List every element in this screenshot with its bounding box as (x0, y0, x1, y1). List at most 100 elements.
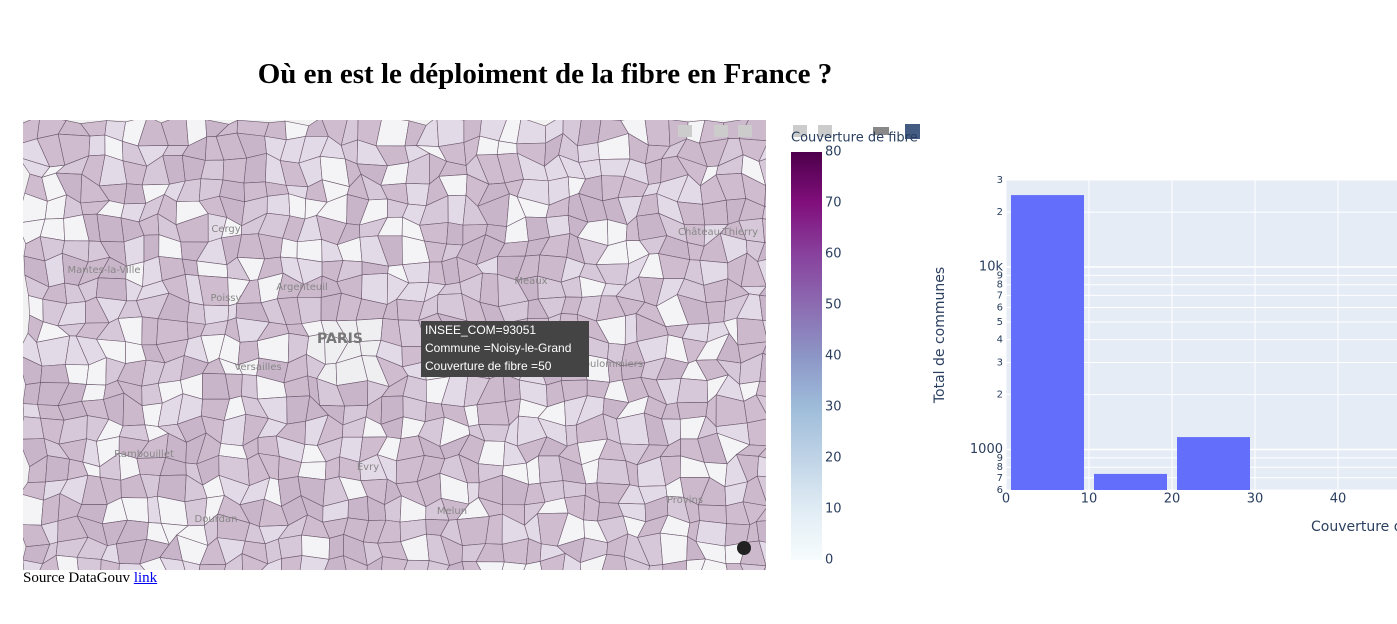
y-tick-label: 8 (997, 280, 1003, 291)
commune-shape (442, 594, 467, 624)
modebar-button[interactable] (905, 124, 920, 139)
commune-shape (501, 561, 527, 570)
commune-shape (296, 596, 322, 624)
y-tick-label: 6 (997, 485, 1003, 496)
y-tick-label: 1000 (970, 442, 1003, 457)
x-axis-title: Couverture de fibre (1311, 519, 1397, 535)
commune-shape (178, 595, 204, 624)
commune-shape (301, 534, 330, 560)
y-tick-label: 6 (997, 303, 1003, 314)
colorbar-tick-label: 0 (825, 553, 833, 568)
modebar-button[interactable] (714, 125, 728, 137)
commune-shape (740, 252, 766, 287)
commune-shape (476, 401, 510, 426)
commune-shape (266, 193, 291, 217)
commune-shape (27, 594, 46, 622)
commune-shape (758, 145, 766, 162)
commune-shape (762, 218, 766, 244)
commune-shape (658, 594, 688, 624)
tooltip-box (421, 321, 589, 377)
commune-shape (364, 595, 387, 624)
commune-shape (446, 222, 464, 246)
commune-shape (739, 563, 766, 570)
commune-shape (45, 455, 70, 483)
bar (1011, 195, 1084, 491)
commune-shape (340, 599, 369, 624)
colorbar-tick-label: 40 (825, 349, 842, 364)
commune-shape (39, 554, 59, 570)
commune-shape (202, 373, 230, 400)
place-label: Versailles (234, 362, 281, 373)
commune-shape (777, 595, 799, 621)
commune-shape (385, 595, 405, 624)
modebar-button[interactable] (738, 125, 752, 137)
place-label: Mantes-la-Ville (67, 265, 140, 276)
commune-shape (296, 580, 322, 601)
commune-shape (405, 183, 430, 207)
commune-shape (224, 594, 243, 624)
commune-shape (762, 345, 766, 355)
commune-shape (702, 199, 729, 226)
commune-shape (759, 352, 766, 382)
place-label: Poissy (211, 293, 242, 304)
modebar-button[interactable] (793, 125, 807, 137)
commune-shape (504, 595, 518, 622)
commune-shape (222, 157, 247, 184)
commune-shape (624, 313, 638, 346)
commune-shape (697, 574, 729, 599)
commune-shape (784, 582, 810, 605)
commune-shape (88, 134, 106, 157)
commune-shape (243, 152, 267, 184)
commune-shape (738, 596, 768, 622)
commune-shape (763, 565, 766, 570)
commune-shape (755, 394, 766, 414)
commune-shape (600, 577, 629, 594)
commune-shape (758, 286, 766, 297)
commune-shape (438, 583, 467, 606)
place-label: Meaux (514, 276, 547, 287)
bar (1177, 437, 1250, 490)
commune-shape (518, 579, 545, 595)
tooltip-line: Couverture de fibre =50 (425, 359, 552, 373)
modebar-button[interactable] (678, 125, 692, 137)
commune-shape (328, 534, 345, 560)
info-icon[interactable] (737, 541, 751, 555)
commune-shape (757, 455, 766, 477)
commune-shape (436, 120, 465, 147)
commune-shape (616, 412, 650, 446)
commune-shape (799, 582, 828, 596)
commune-shape (579, 593, 610, 623)
page-title: Où en est le déploiment de la fibre en F… (257, 58, 833, 90)
commune-shape (461, 561, 482, 570)
commune-shape (23, 559, 43, 570)
commune-shape (562, 552, 581, 570)
commune-shape (562, 480, 587, 499)
commune-shape (579, 553, 608, 570)
modebar-button[interactable] (873, 127, 889, 135)
commune-shape (799, 595, 828, 619)
commune-shape (742, 475, 766, 507)
commune-shape (743, 394, 766, 424)
commune-shape (263, 594, 283, 624)
commune-shape (565, 424, 578, 447)
commune-shape (223, 575, 243, 600)
tooltip-line: INSEE_COM=93051 (425, 323, 536, 337)
place-label: Provins (667, 495, 703, 506)
y-tick-label: 5 (997, 317, 1003, 328)
x-tick-label: 40 (1330, 492, 1347, 507)
commune-shape (198, 575, 229, 604)
place-label: Coulommiers (577, 359, 643, 370)
commune-shape (756, 520, 766, 543)
commune-shape (538, 594, 557, 622)
modebar (678, 124, 920, 139)
y-tick-label: 7 (997, 290, 1003, 301)
source-link[interactable]: link (133, 570, 158, 586)
x-tick-label: 10 (1081, 492, 1098, 507)
commune-shape (178, 579, 204, 604)
commune-shape (659, 532, 688, 565)
modebar-button[interactable] (818, 125, 832, 137)
commune-shape (557, 578, 583, 606)
commune-shape (596, 458, 631, 486)
commune-shape (799, 556, 825, 583)
commune-shape (381, 576, 403, 604)
